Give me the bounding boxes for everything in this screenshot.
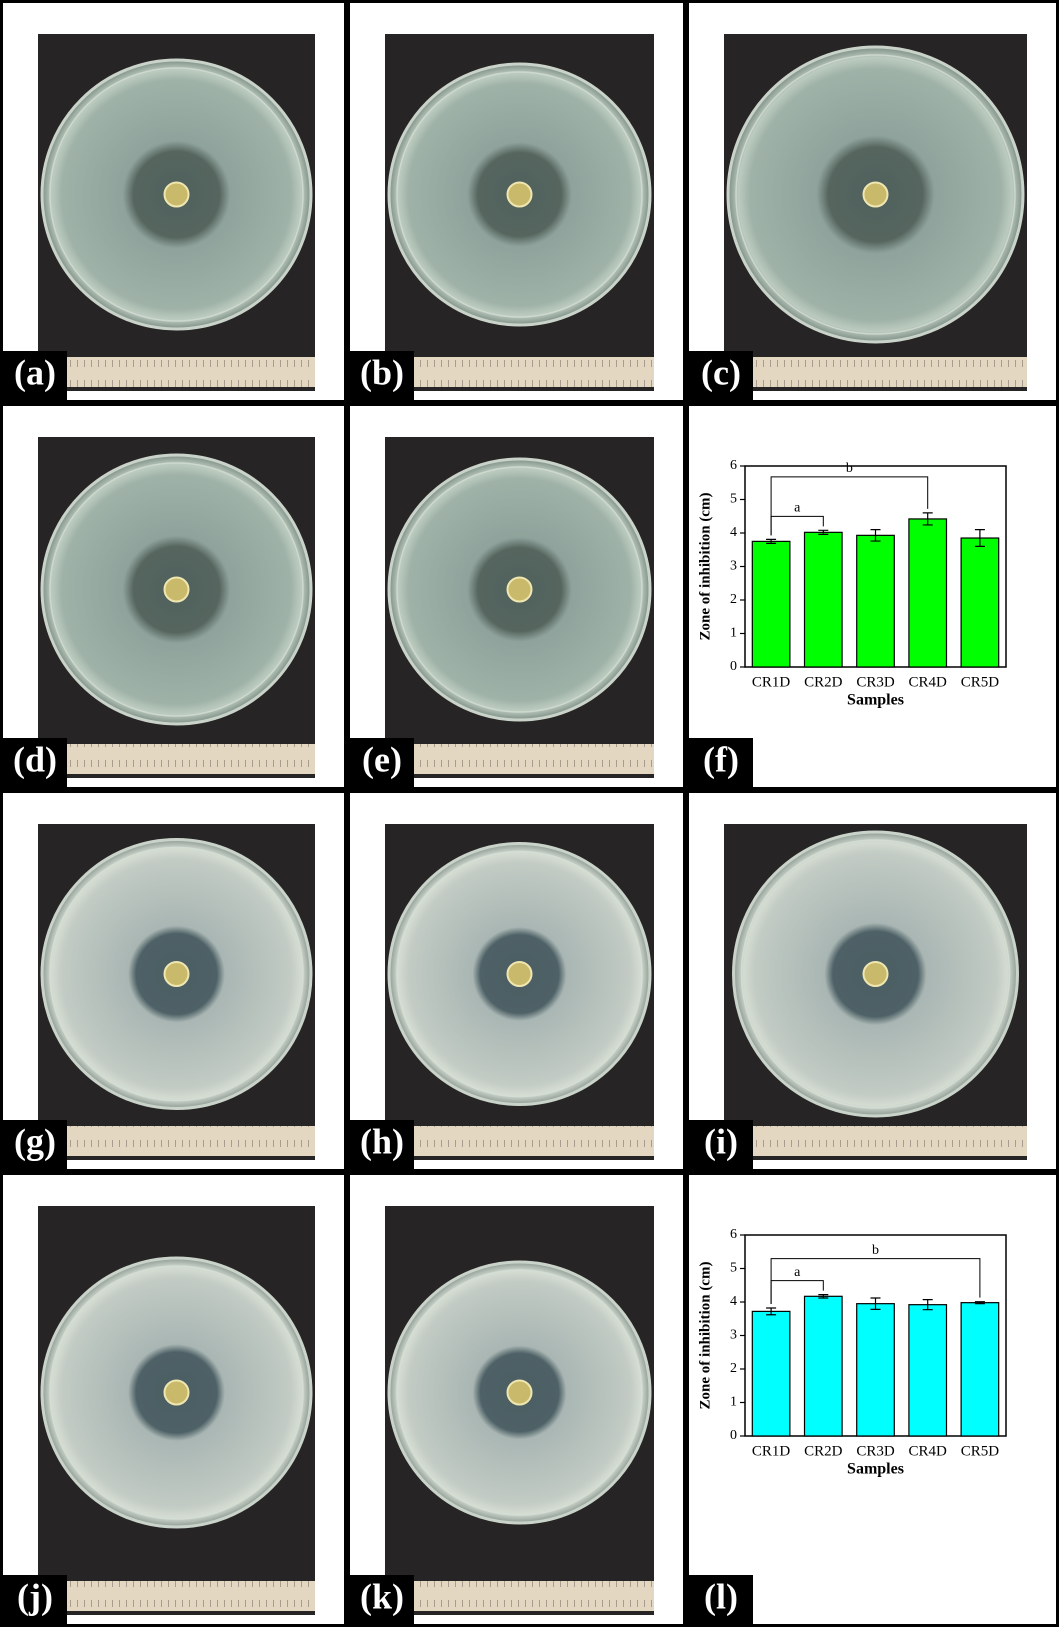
- panel-label: (d): [13, 739, 57, 779]
- y-tick-label: 0: [730, 659, 737, 674]
- bar: [961, 538, 999, 667]
- y-tick-label: 3: [730, 1328, 737, 1343]
- bar: [752, 541, 790, 667]
- significance-label: a: [794, 1265, 801, 1280]
- y-tick-label: 0: [730, 1428, 737, 1443]
- bar: [857, 535, 895, 667]
- panel-label: (l): [704, 1576, 738, 1616]
- panel-label: (e): [362, 739, 402, 779]
- figure: (a) (b) (c) (d) (e) (f) (g) (h) (i) (j) (k) (l) 0 1 2 3…: [0, 0, 1059, 1627]
- panel-label: (f): [703, 739, 739, 779]
- disc: [508, 962, 532, 986]
- x-tick-label: CR3D: [856, 1443, 895, 1459]
- y-tick-label: 5: [730, 492, 737, 507]
- bar: [752, 1311, 790, 1436]
- x-tick-label: CR5D: [961, 1443, 1000, 1459]
- disc: [508, 1381, 532, 1405]
- ruler: [38, 357, 315, 387]
- y-axis-label: Zone of inhibition (cm): [697, 1262, 713, 1410]
- y-tick-label: 6: [730, 458, 737, 473]
- panel-label: (b): [360, 352, 404, 392]
- bar: [805, 532, 843, 667]
- significance-label: a: [794, 501, 801, 516]
- ruler: [38, 1581, 315, 1611]
- bar: [909, 1305, 947, 1436]
- y-axis-label: Zone of inhibition (cm): [697, 493, 713, 641]
- panel-label: (g): [14, 1121, 56, 1161]
- ruler: [385, 1126, 654, 1156]
- ruler: [385, 744, 654, 774]
- ruler: [385, 1581, 654, 1611]
- disc: [864, 183, 888, 207]
- bar: [909, 519, 947, 667]
- panel-label: (j): [17, 1576, 53, 1616]
- x-tick-label: CR2D: [804, 1443, 843, 1459]
- disc: [165, 962, 189, 986]
- bar: [857, 1304, 895, 1436]
- y-tick-label: 2: [730, 592, 737, 607]
- bar: [805, 1296, 843, 1436]
- x-tick-label: CR5D: [961, 674, 1000, 690]
- x-tick-label: CR2D: [804, 674, 843, 690]
- significance-label: b: [846, 461, 853, 476]
- panel-label: (c): [701, 352, 741, 392]
- disc: [165, 578, 189, 602]
- disc: [508, 578, 532, 602]
- y-tick-label: 2: [730, 1361, 737, 1376]
- significance-bracket: [771, 1259, 980, 1304]
- y-tick-label: 1: [730, 1395, 737, 1410]
- x-tick-label: CR3D: [856, 674, 895, 690]
- ruler: [38, 1126, 315, 1156]
- x-tick-label: CR1D: [752, 1443, 791, 1459]
- y-tick-label: 1: [730, 626, 737, 641]
- x-tick-label: CR4D: [909, 1443, 948, 1459]
- bar: [961, 1303, 999, 1436]
- disc: [165, 1381, 189, 1405]
- y-tick-label: 4: [730, 1294, 737, 1309]
- y-tick-label: 5: [730, 1261, 737, 1276]
- ruler: [38, 744, 315, 774]
- x-axis-label: Samples: [847, 1461, 904, 1478]
- disc: [508, 183, 532, 207]
- disc: [165, 183, 189, 207]
- x-tick-label: CR1D: [752, 674, 791, 690]
- panel-label: (h): [360, 1121, 404, 1161]
- y-tick-label: 4: [730, 525, 737, 540]
- x-axis-label: Samples: [847, 692, 904, 709]
- ruler: [385, 357, 654, 387]
- disc: [864, 962, 888, 986]
- ruler: [724, 1126, 1027, 1156]
- y-tick-label: 3: [730, 559, 737, 574]
- panel-label: (i): [704, 1121, 738, 1161]
- significance-label: b: [872, 1243, 879, 1258]
- ruler: [724, 357, 1027, 387]
- panel-label: (k): [360, 1576, 404, 1616]
- y-tick-label: 6: [730, 1227, 737, 1242]
- panel-label: (a): [14, 352, 56, 392]
- page: {"panels": ["(a)", "(b)", "(c)", "(d)", …: [0, 0, 1059, 1627]
- x-tick-label: CR4D: [909, 674, 948, 690]
